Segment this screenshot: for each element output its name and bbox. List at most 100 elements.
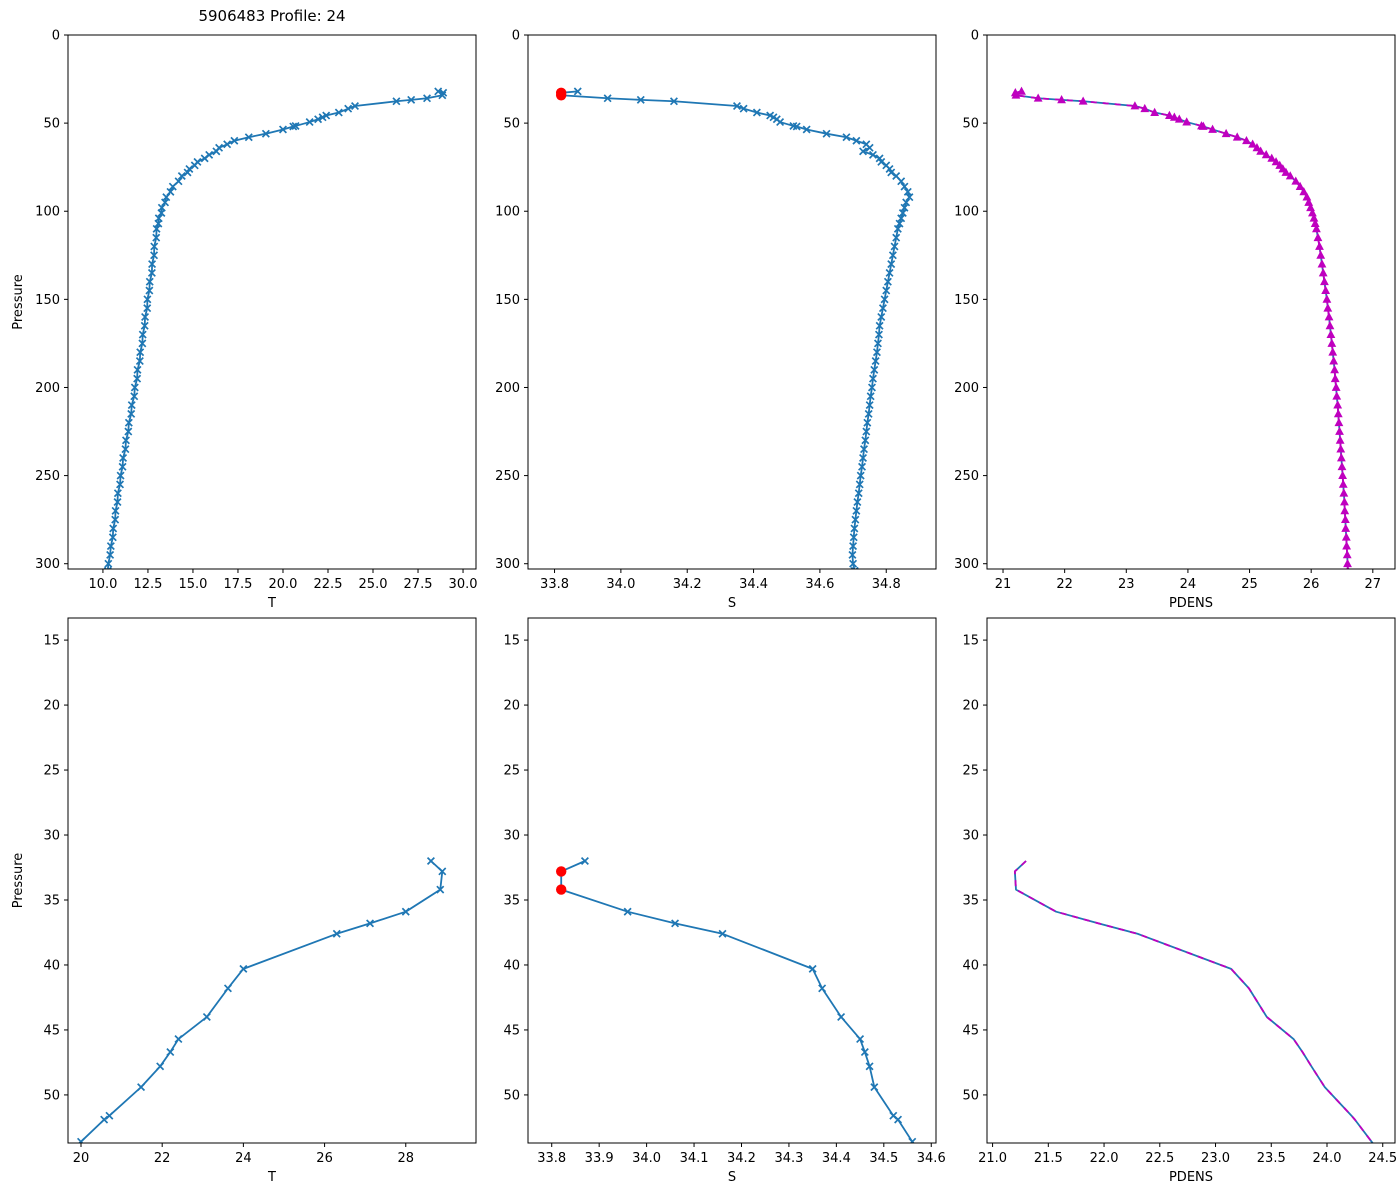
triangle-marker <box>1336 444 1346 453</box>
triangle-marker <box>1317 259 1327 268</box>
x-tick-label: 34.6 <box>805 577 834 592</box>
x-marker <box>623 907 632 916</box>
x-marker <box>905 193 914 202</box>
x-marker <box>426 857 435 866</box>
x-marker <box>138 339 147 348</box>
x-marker <box>852 506 861 515</box>
triangle-marker <box>1321 285 1331 294</box>
density-full-plot: 21 22 23 24 25 26 27 0 50 100 150 200 250 300 PDENS <box>954 29 1396 611</box>
x-marker <box>669 97 678 106</box>
y-tick-label: 30 <box>962 829 979 844</box>
x-marker <box>143 304 152 313</box>
x-marker <box>401 907 410 916</box>
triangle-marker <box>1325 320 1335 330</box>
x-marker <box>875 321 884 330</box>
triangle-marker <box>1174 114 1184 123</box>
triangle-marker <box>1339 488 1349 497</box>
x-marker <box>894 1115 903 1124</box>
x-marker <box>842 133 851 142</box>
triangle-marker <box>1337 461 1347 471</box>
x-marker <box>580 857 589 866</box>
x-marker <box>133 365 142 374</box>
plot-border <box>527 617 937 1144</box>
x-marker <box>732 102 741 111</box>
y-tick-label: 35 <box>503 893 520 908</box>
y-tick-label: 45 <box>503 1023 520 1038</box>
plot-data <box>556 857 917 1143</box>
x-marker <box>148 260 157 269</box>
x-marker <box>776 118 785 127</box>
temperature-full-plot: 10.0 12.5 15.0 17.5 20.0 22.5 25.0 27.5 30.0 0 50 1… <box>11 29 478 612</box>
x-marker <box>157 208 166 218</box>
x-marker <box>392 97 401 106</box>
x-marker <box>147 268 156 277</box>
x-marker <box>856 471 865 480</box>
y-tick-label: 300 <box>954 557 979 572</box>
triangle-marker <box>1169 112 1179 121</box>
x-marker <box>140 321 149 330</box>
triangle-marker <box>1130 101 1140 110</box>
x-marker <box>872 348 881 357</box>
x-marker <box>436 885 445 894</box>
y-tick-label: 15 <box>503 634 520 649</box>
x-tick-label: 24.5 <box>1368 1151 1397 1166</box>
profile-line-S <box>560 90 911 569</box>
x-marker <box>859 147 868 156</box>
y-tick-label: 20 <box>43 699 60 714</box>
triangle-marker <box>1328 347 1338 356</box>
x-marker <box>318 113 327 122</box>
triangle-marker <box>1208 124 1217 133</box>
triangle-marker <box>1221 128 1231 138</box>
triangle-marker <box>1326 329 1336 339</box>
triangle-marker <box>1340 506 1350 515</box>
x-tick-label: 21 <box>995 577 1012 592</box>
x-marker <box>109 524 118 533</box>
y-tick-label: 30 <box>503 829 520 844</box>
x-marker <box>837 1012 846 1021</box>
x-marker <box>752 108 761 117</box>
x-tick-label: 15.0 <box>178 577 207 592</box>
x-marker <box>849 559 858 568</box>
x-tick-label: 34.0 <box>632 1151 661 1166</box>
x-marker <box>111 506 120 515</box>
density-dashed-overlay <box>1013 860 1374 1143</box>
triangle-marker <box>1335 435 1345 444</box>
x-marker <box>860 1048 869 1057</box>
x-tick-label: 23 <box>1118 577 1135 592</box>
x-marker <box>852 136 861 145</box>
plot-data <box>1013 860 1374 1143</box>
y-tick-label: 40 <box>503 958 520 973</box>
x-marker <box>865 1062 874 1071</box>
x-marker <box>877 312 886 321</box>
y-tick-label: 250 <box>35 469 60 484</box>
y-tick-label: 25 <box>962 764 979 779</box>
x-tick-label: 23.5 <box>1257 1151 1286 1166</box>
x-marker <box>124 418 133 427</box>
x-marker <box>880 295 889 304</box>
x-marker <box>141 312 150 321</box>
x-marker <box>168 182 177 191</box>
profile-markers <box>76 857 447 1143</box>
triangle-marker <box>1017 86 1026 95</box>
x-tick-label: 33.8 <box>537 1151 566 1166</box>
x-marker <box>200 154 209 163</box>
triangle-marker <box>1316 250 1326 259</box>
x-marker <box>438 867 447 876</box>
x-marker <box>261 129 270 138</box>
x-marker <box>887 260 896 269</box>
x-marker <box>849 542 858 551</box>
x-marker <box>212 147 221 156</box>
triangle-marker <box>1343 558 1352 568</box>
triangle-marker <box>1346 565 1350 569</box>
y-tick-label: 20 <box>503 699 520 714</box>
x-marker <box>865 401 874 410</box>
x-marker <box>166 1048 175 1057</box>
x-marker <box>900 182 909 191</box>
x-marker <box>671 919 680 928</box>
x-tick-label: 22.0 <box>1090 1151 1119 1166</box>
y-tick-label: 0 <box>52 29 60 44</box>
x-marker <box>138 330 147 339</box>
x-marker <box>861 436 870 445</box>
y-tick-label: 50 <box>43 1088 60 1103</box>
